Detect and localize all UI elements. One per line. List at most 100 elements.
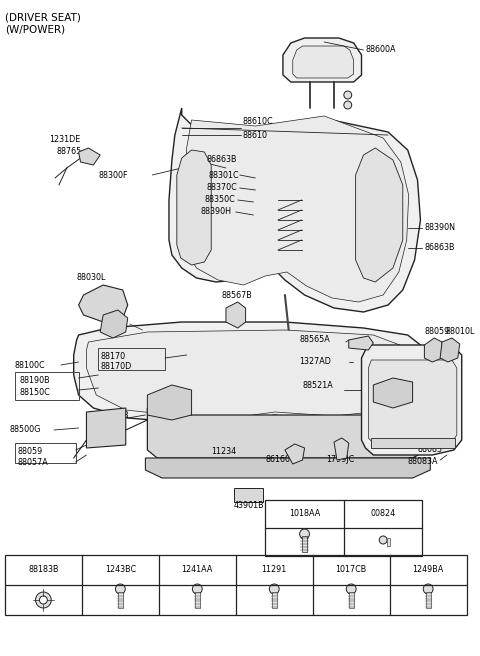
Bar <box>234 488 264 502</box>
Circle shape <box>165 429 179 443</box>
Text: 88030L: 88030L <box>77 274 106 283</box>
Circle shape <box>162 465 172 475</box>
Text: 88610: 88610 <box>243 131 268 140</box>
Circle shape <box>312 433 317 439</box>
Text: 1249BA: 1249BA <box>412 565 444 575</box>
Text: 1017CB: 1017CB <box>336 565 367 575</box>
Circle shape <box>381 429 395 443</box>
Polygon shape <box>86 330 413 416</box>
Polygon shape <box>356 148 403 282</box>
Text: 88183B: 88183B <box>28 565 59 575</box>
Text: 88500G: 88500G <box>10 426 41 434</box>
Text: 88190B: 88190B <box>20 376 50 385</box>
Circle shape <box>379 536 387 544</box>
Circle shape <box>344 101 352 109</box>
Text: 86863B: 86863B <box>424 243 455 253</box>
Polygon shape <box>145 458 430 478</box>
Circle shape <box>385 385 401 401</box>
Text: 11234: 11234 <box>211 447 236 457</box>
Circle shape <box>192 465 202 475</box>
Text: 1241AA: 1241AA <box>181 565 213 575</box>
Circle shape <box>229 429 243 443</box>
Circle shape <box>159 395 179 415</box>
Polygon shape <box>169 108 420 312</box>
Polygon shape <box>86 408 126 448</box>
Text: 1327AD: 1327AD <box>300 358 332 367</box>
Circle shape <box>383 438 393 448</box>
Text: 88100C: 88100C <box>15 361 46 369</box>
Circle shape <box>344 91 352 99</box>
Text: 88083: 88083 <box>418 445 443 455</box>
Text: 00824: 00824 <box>371 510 396 518</box>
Text: 88521A: 88521A <box>302 380 333 390</box>
Polygon shape <box>147 385 192 420</box>
Polygon shape <box>424 338 442 362</box>
Text: (W/POWER): (W/POWER) <box>5 24 65 34</box>
Text: 1018AA: 1018AA <box>289 510 320 518</box>
Polygon shape <box>349 336 373 350</box>
Polygon shape <box>283 38 361 82</box>
Circle shape <box>389 389 397 397</box>
Circle shape <box>115 584 125 594</box>
Polygon shape <box>334 438 349 460</box>
Bar <box>372 438 455 448</box>
Circle shape <box>164 400 174 410</box>
Bar <box>98 348 165 370</box>
Text: 88059: 88059 <box>424 327 450 337</box>
Text: (DRIVER SEAT): (DRIVER SEAT) <box>5 13 81 23</box>
Bar <box>272 592 276 608</box>
Text: 88600A: 88600A <box>365 45 396 54</box>
Circle shape <box>310 465 319 475</box>
Bar <box>426 592 431 608</box>
Polygon shape <box>226 302 246 328</box>
Polygon shape <box>100 310 128 338</box>
Text: 88390H: 88390H <box>201 207 231 216</box>
Text: 88083A: 88083A <box>408 457 438 466</box>
Bar <box>387 538 390 546</box>
Text: 86863B: 86863B <box>206 155 237 165</box>
Bar <box>5 555 467 615</box>
Polygon shape <box>79 285 128 322</box>
Polygon shape <box>183 116 408 302</box>
Circle shape <box>432 438 442 448</box>
Circle shape <box>353 353 371 371</box>
Polygon shape <box>293 46 354 78</box>
Text: 88057A: 88057A <box>18 458 48 467</box>
Polygon shape <box>373 378 413 408</box>
Bar <box>349 592 354 608</box>
Text: 88301C: 88301C <box>208 171 239 180</box>
Circle shape <box>269 584 279 594</box>
Circle shape <box>358 358 365 366</box>
Text: 11291: 11291 <box>262 565 287 575</box>
Text: 88350C: 88350C <box>204 195 235 205</box>
Polygon shape <box>79 148 100 165</box>
Bar <box>265 500 422 556</box>
Circle shape <box>423 584 433 594</box>
Bar <box>15 443 76 463</box>
Polygon shape <box>440 338 460 362</box>
Bar <box>195 592 200 608</box>
Polygon shape <box>361 345 462 455</box>
Text: 88150C: 88150C <box>20 388 50 397</box>
Circle shape <box>39 596 48 604</box>
Bar <box>118 592 123 608</box>
Circle shape <box>36 592 51 608</box>
Text: 88170: 88170 <box>100 352 125 361</box>
Text: 1799JC: 1799JC <box>326 455 354 464</box>
Text: 88170D: 88170D <box>100 362 132 371</box>
Text: 88565A: 88565A <box>300 335 330 344</box>
Text: 88370C: 88370C <box>206 184 237 192</box>
Circle shape <box>308 429 321 443</box>
Text: 86160: 86160 <box>265 455 290 464</box>
Circle shape <box>300 529 310 539</box>
Text: 88390N: 88390N <box>424 224 456 232</box>
Text: 88610C: 88610C <box>243 117 273 127</box>
Polygon shape <box>177 150 211 265</box>
Text: 88059: 88059 <box>18 447 43 456</box>
Text: 88300F: 88300F <box>98 171 128 180</box>
Circle shape <box>192 584 202 594</box>
Text: 88010L: 88010L <box>445 327 474 337</box>
Bar <box>301 536 308 552</box>
Text: 1243BC: 1243BC <box>105 565 136 575</box>
Polygon shape <box>368 360 457 445</box>
